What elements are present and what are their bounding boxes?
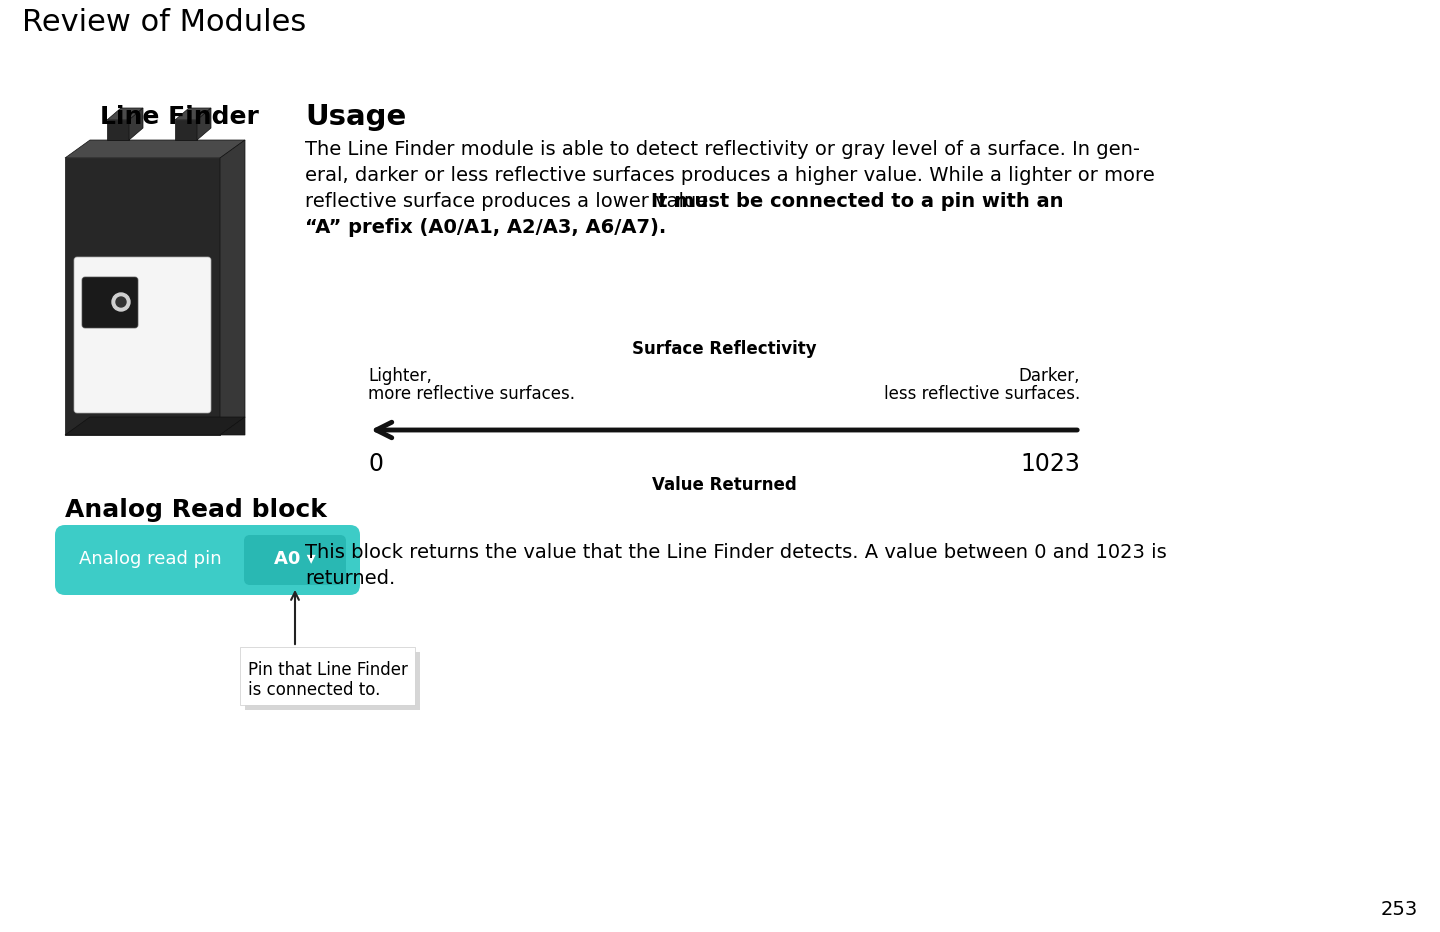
FancyBboxPatch shape [240,647,415,705]
Text: returned.: returned. [305,569,395,588]
Text: reflective surface produces a lower value.: reflective surface produces a lower valu… [305,192,721,211]
Text: “A” prefix (A0/A1, A2/A3, A6/A7).: “A” prefix (A0/A1, A2/A3, A6/A7). [305,218,667,237]
FancyBboxPatch shape [245,652,420,710]
Text: Review of Modules: Review of Modules [22,8,307,37]
Text: Line Finder: Line Finder [99,105,259,129]
Polygon shape [176,108,212,120]
Text: more reflective surfaces.: more reflective surfaces. [369,385,575,403]
Polygon shape [130,108,143,140]
Circle shape [112,293,130,311]
Text: Analog read pin: Analog read pin [79,550,222,568]
Text: Pin that Line Finder: Pin that Line Finder [248,661,408,679]
Text: Usage: Usage [305,103,406,131]
Text: A0 ▾: A0 ▾ [274,550,315,568]
Text: 0: 0 [369,452,383,476]
Text: It must be connected to a pin with an: It must be connected to a pin with an [651,192,1064,211]
Text: This block returns the value that the Line Finder detects. A value between 0 and: This block returns the value that the Li… [305,543,1166,562]
FancyBboxPatch shape [55,525,360,595]
Text: Darker,: Darker, [1018,367,1080,385]
FancyBboxPatch shape [82,277,138,328]
Text: 1023: 1023 [1020,452,1080,476]
Polygon shape [65,140,245,158]
Polygon shape [65,417,245,435]
Polygon shape [65,158,220,435]
Polygon shape [220,140,245,435]
Text: eral, darker or less reflective surfaces produces a higher value. While a lighte: eral, darker or less reflective surfaces… [305,166,1155,185]
Text: Analog Read block: Analog Read block [65,498,327,522]
FancyBboxPatch shape [243,535,346,585]
Text: Value Returned: Value Returned [652,476,796,494]
Polygon shape [197,108,212,140]
Circle shape [117,297,127,307]
Polygon shape [107,120,130,140]
Text: The Line Finder module is able to detect reflectivity or gray level of a surface: The Line Finder module is able to detect… [305,140,1140,159]
Text: is connected to.: is connected to. [248,681,380,699]
Text: Surface Reflectivity: Surface Reflectivity [632,340,816,358]
Polygon shape [220,417,245,435]
Polygon shape [107,108,143,120]
Polygon shape [176,120,197,140]
Text: 253: 253 [1381,900,1418,919]
Text: less reflective surfaces.: less reflective surfaces. [884,385,1080,403]
FancyBboxPatch shape [73,257,212,413]
Text: Lighter,: Lighter, [369,367,432,385]
